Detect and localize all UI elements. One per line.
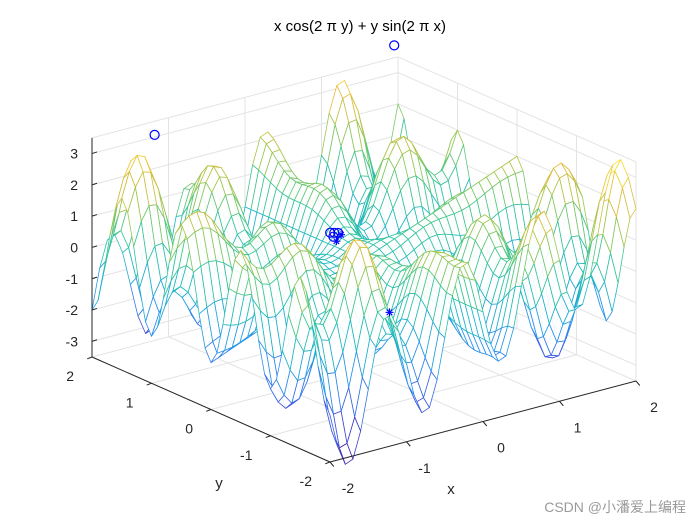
x-tick-label: 2 (650, 399, 658, 415)
z-tick-label: -3 (66, 333, 79, 349)
z-tick-label: 2 (70, 177, 78, 193)
x-tick-mark (406, 441, 411, 447)
chart-title: x cos(2 π y) + y sin(2 π x) (274, 18, 446, 35)
x-tick-label: -1 (418, 460, 431, 476)
z-tick-label: -1 (66, 271, 79, 287)
box-edge (397, 56, 637, 163)
x-tick-label: 1 (574, 419, 582, 435)
x-tick-mark (559, 400, 564, 407)
y-tick-label: 0 (185, 421, 193, 437)
z-tick-label: 0 (70, 239, 78, 255)
y-tick-label: -1 (240, 447, 253, 463)
y-tick-mark (206, 409, 212, 412)
y-tick-label: 1 (126, 394, 134, 410)
star-marker (385, 308, 394, 317)
y-tick-mark (146, 382, 152, 386)
surface-patch (323, 400, 339, 448)
tick-labels: -3 -2 -1 0 1 2 3 -2 -1 0 1 2 -2 -1 0 1 2 (66, 146, 659, 497)
z-tick-mark (91, 214, 98, 217)
wall-grid-line (397, 72, 637, 179)
y-tick-mark (325, 461, 331, 465)
circle-marker (389, 40, 400, 51)
point-markers (149, 40, 400, 317)
z-tick-label: 3 (70, 146, 78, 162)
z-tick-label: 1 (70, 208, 78, 224)
z-tick-mark (91, 245, 98, 248)
x-tick-label: 0 (497, 440, 505, 456)
z-tick-mark (91, 307, 98, 311)
star-marker (332, 237, 341, 246)
y-tick-mark (265, 435, 271, 439)
z-tick-mark (91, 182, 98, 186)
x-tick-mark (329, 461, 335, 467)
z-tick-mark (91, 276, 98, 280)
y-tick-label: -2 (300, 473, 313, 489)
surface-mesh (91, 80, 637, 465)
z-tick-label: -2 (66, 302, 79, 318)
y-axis-label: y (215, 475, 223, 492)
z-tick-mark (91, 339, 98, 342)
box-edge (91, 56, 399, 139)
z-tick-mark (91, 151, 98, 155)
watermark-text: CSDN @小潘爱上编程 (544, 499, 686, 515)
circle-marker (149, 129, 160, 140)
x-tick-label: -2 (342, 480, 355, 496)
x-axis-label: x (447, 481, 455, 498)
y-tick-mark (87, 356, 93, 360)
x-tick-mark (482, 421, 488, 427)
star-marker (337, 230, 346, 239)
y-tick-label: 2 (66, 368, 74, 384)
x-tick-mark (635, 380, 641, 386)
